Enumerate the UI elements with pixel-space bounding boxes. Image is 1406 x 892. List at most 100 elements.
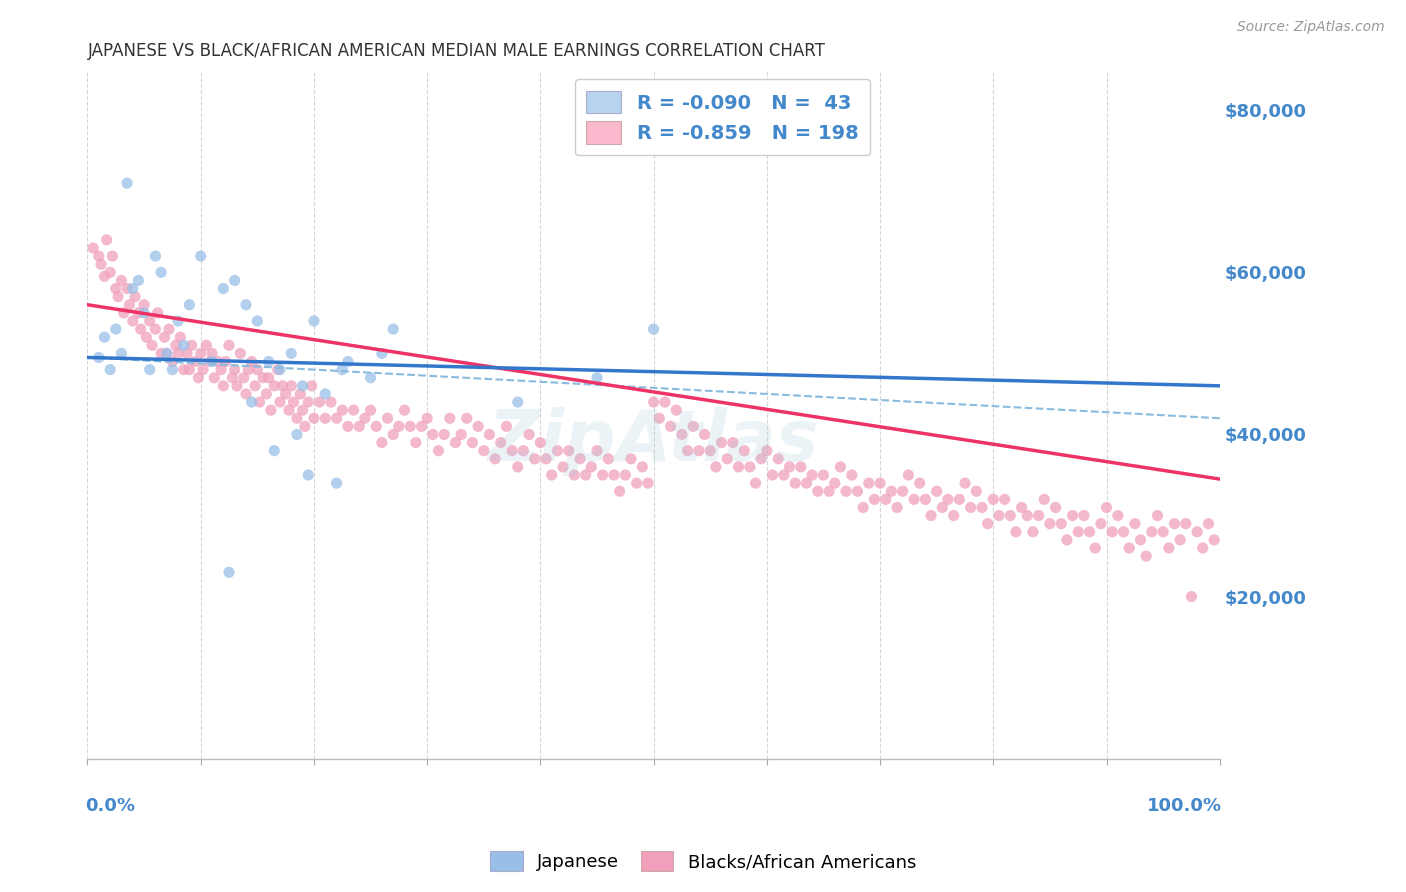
- Point: [371, 435, 394, 450]
- Point: [98, 362, 121, 376]
- Point: [129, 322, 152, 336]
- Point: [852, 500, 875, 515]
- Point: [801, 468, 824, 483]
- Point: [631, 459, 654, 474]
- Point: [733, 443, 755, 458]
- Point: [981, 492, 1004, 507]
- Point: [925, 484, 948, 499]
- Point: [118, 298, 141, 312]
- Point: [93, 269, 115, 284]
- Point: [603, 468, 626, 483]
- Point: [187, 370, 209, 384]
- Text: Source: ZipAtlas.com: Source: ZipAtlas.com: [1237, 20, 1385, 34]
- Point: [360, 370, 382, 384]
- Point: [439, 411, 461, 425]
- Point: [254, 387, 277, 401]
- Point: [127, 273, 149, 287]
- Point: [280, 379, 302, 393]
- Legend: R = -0.090   N =  43, R = -0.859   N = 198: R = -0.090 N = 43, R = -0.859 N = 198: [575, 79, 870, 155]
- Point: [162, 354, 184, 368]
- Point: [970, 500, 993, 515]
- Point: [626, 476, 648, 491]
- Point: [283, 395, 305, 409]
- Point: [294, 419, 316, 434]
- Point: [139, 362, 162, 376]
- Point: [240, 354, 263, 368]
- Point: [586, 443, 609, 458]
- Point: [886, 500, 908, 515]
- Point: [173, 362, 195, 376]
- Point: [198, 354, 221, 368]
- Point: [366, 419, 388, 434]
- Point: [87, 351, 110, 365]
- Point: [456, 411, 478, 425]
- Point: [280, 346, 302, 360]
- Point: [1073, 508, 1095, 523]
- Point: [124, 290, 146, 304]
- Point: [201, 354, 224, 368]
- Point: [994, 492, 1017, 507]
- Point: [291, 403, 314, 417]
- Point: [354, 411, 377, 425]
- Point: [824, 476, 846, 491]
- Point: [150, 346, 173, 360]
- Point: [112, 306, 135, 320]
- Point: [173, 338, 195, 352]
- Point: [104, 281, 127, 295]
- Point: [704, 459, 727, 474]
- Point: [529, 435, 551, 450]
- Point: [135, 330, 157, 344]
- Point: [512, 443, 534, 458]
- Point: [1084, 541, 1107, 555]
- Point: [121, 281, 143, 295]
- Point: [1050, 516, 1073, 531]
- Point: [257, 354, 280, 368]
- Point: [405, 435, 427, 450]
- Point: [813, 468, 835, 483]
- Point: [1140, 524, 1163, 539]
- Point: [1056, 533, 1078, 547]
- Point: [1011, 500, 1033, 515]
- Point: [818, 484, 841, 499]
- Point: [586, 370, 609, 384]
- Point: [382, 427, 405, 442]
- Point: [96, 233, 118, 247]
- Point: [534, 451, 557, 466]
- Point: [347, 419, 370, 434]
- Point: [1028, 508, 1050, 523]
- Point: [1152, 524, 1174, 539]
- Point: [489, 435, 512, 450]
- Point: [132, 306, 155, 320]
- Point: [360, 403, 382, 417]
- Point: [139, 314, 162, 328]
- Point: [688, 443, 710, 458]
- Point: [285, 411, 308, 425]
- Point: [271, 379, 294, 393]
- Point: [1078, 524, 1101, 539]
- Point: [1174, 516, 1197, 531]
- Point: [1033, 492, 1056, 507]
- Point: [643, 395, 665, 409]
- Point: [444, 435, 467, 450]
- Point: [1135, 549, 1157, 563]
- Point: [648, 411, 671, 425]
- Point: [169, 330, 191, 344]
- Point: [301, 379, 323, 393]
- Point: [671, 427, 693, 442]
- Point: [202, 370, 225, 384]
- Point: [382, 322, 405, 336]
- Point: [807, 484, 830, 499]
- Point: [1067, 524, 1090, 539]
- Point: [207, 354, 229, 368]
- Point: [226, 379, 249, 393]
- Point: [682, 419, 704, 434]
- Point: [1101, 524, 1123, 539]
- Point: [190, 346, 212, 360]
- Point: [371, 346, 394, 360]
- Point: [744, 476, 766, 491]
- Point: [693, 427, 716, 442]
- Point: [285, 427, 308, 442]
- Point: [1118, 541, 1140, 555]
- Point: [179, 298, 201, 312]
- Point: [540, 468, 562, 483]
